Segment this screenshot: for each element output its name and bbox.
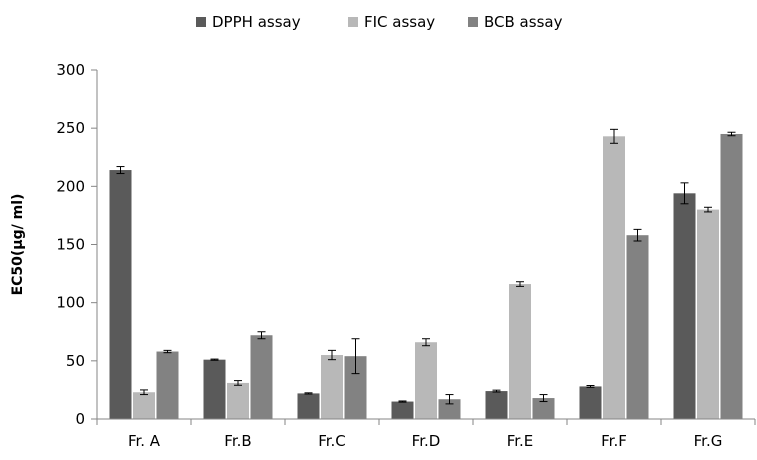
x-tick-label: Fr.F bbox=[601, 432, 627, 450]
bar bbox=[227, 382, 249, 419]
y-tick-label: 0 bbox=[75, 410, 85, 428]
x-tick-label: Fr. A bbox=[128, 432, 161, 450]
bar bbox=[156, 351, 179, 419]
legend-swatch bbox=[468, 17, 478, 27]
x-axis: Fr. A Fr.B Fr.C Fr.D Fr.E Fr.F Fr.G bbox=[96, 418, 756, 450]
legend-swatch bbox=[348, 17, 358, 27]
bar bbox=[485, 391, 508, 419]
legend-label: BCB assay bbox=[484, 13, 563, 31]
x-tick-label: Fr.B bbox=[224, 432, 251, 450]
legend-label: FIC assay bbox=[364, 13, 435, 31]
y-axis: 0 50 100 150 200 250 300 bbox=[56, 61, 98, 428]
bar bbox=[697, 209, 719, 419]
bar bbox=[133, 392, 155, 419]
bar bbox=[509, 284, 531, 419]
y-axis-title: EC50(µg/ ml) bbox=[10, 194, 26, 296]
bar bbox=[603, 136, 625, 419]
y-tick-label: 200 bbox=[56, 177, 85, 195]
bar bbox=[673, 193, 696, 419]
bar bbox=[109, 170, 132, 419]
bar bbox=[720, 133, 743, 419]
x-tick-label: Fr.G bbox=[694, 432, 723, 450]
bar bbox=[415, 342, 437, 419]
bar bbox=[321, 355, 343, 419]
bar bbox=[250, 335, 273, 419]
legend-swatch bbox=[196, 17, 206, 27]
bar bbox=[626, 235, 649, 419]
bar bbox=[438, 399, 461, 419]
y-tick-label: 150 bbox=[56, 236, 85, 254]
legend: DPPH assay FIC assay BCB assay bbox=[196, 13, 563, 31]
x-tick-label: Fr.D bbox=[412, 432, 441, 450]
bar bbox=[297, 393, 320, 419]
y-tick-label: 50 bbox=[66, 352, 85, 370]
bar bbox=[391, 401, 414, 419]
y-tick-label: 250 bbox=[56, 119, 85, 137]
bar bbox=[344, 356, 367, 419]
x-tick-label: Fr.E bbox=[507, 432, 534, 450]
y-tick-label: 100 bbox=[56, 294, 85, 312]
x-tick-label: Fr.C bbox=[318, 432, 346, 450]
bar bbox=[532, 398, 555, 419]
bars bbox=[109, 128, 743, 419]
bar bbox=[203, 359, 226, 419]
bar bbox=[579, 386, 602, 419]
legend-label: DPPH assay bbox=[212, 13, 301, 31]
y-tick-label: 300 bbox=[56, 61, 85, 79]
